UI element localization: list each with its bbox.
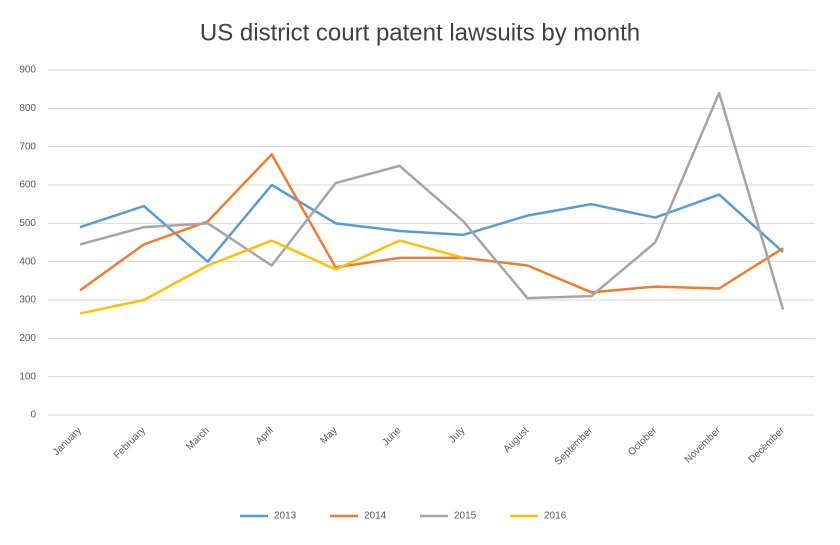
legend-label: 2015 [454,511,477,522]
y-tick-label: 700 [19,141,36,152]
legend-label: 2016 [544,511,567,522]
y-tick-label: 800 [19,103,36,114]
y-tick-label: 0 [30,410,36,421]
y-tick-label: 400 [19,256,36,267]
chart-title: US district court patent lawsuits by mon… [200,19,640,46]
legend-label: 2014 [364,511,387,522]
y-tick-label: 200 [19,333,36,344]
legend-label: 2013 [274,511,297,522]
y-tick-label: 500 [19,218,36,229]
y-tick-label: 300 [19,295,36,306]
y-tick-label: 100 [19,371,36,382]
y-tick-label: 900 [19,65,36,76]
y-tick-label: 600 [19,180,36,191]
